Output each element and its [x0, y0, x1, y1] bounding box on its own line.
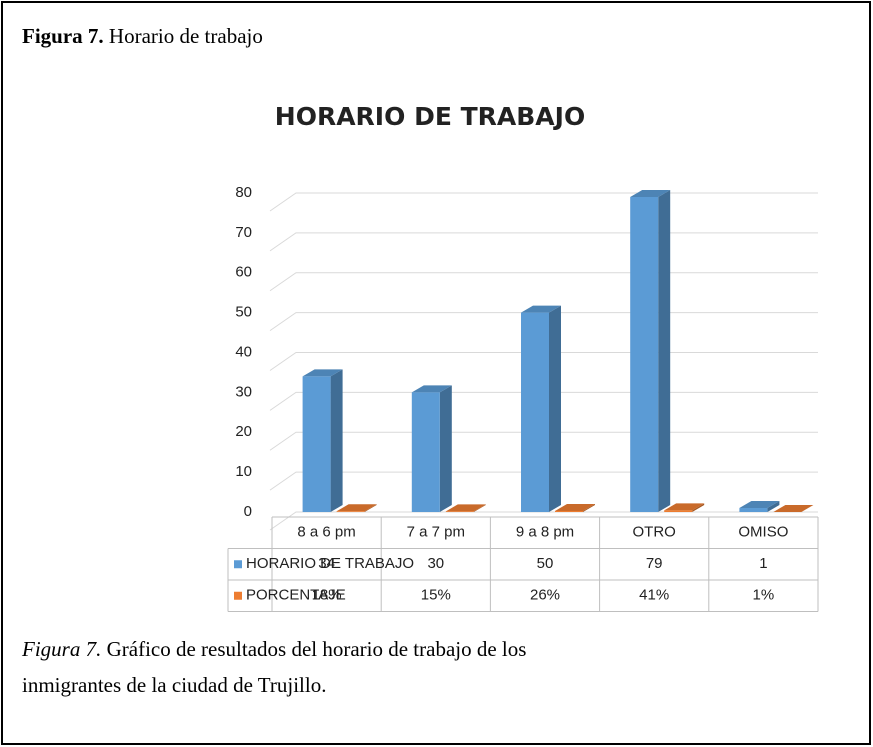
- bar: [664, 503, 705, 512]
- legend-swatch: [234, 591, 242, 600]
- bar: [336, 504, 377, 512]
- bar-front: [664, 510, 693, 512]
- bar-side: [473, 504, 486, 512]
- bar-top: [773, 504, 814, 512]
- bar-side: [439, 385, 452, 512]
- bar-side: [801, 504, 814, 512]
- bar-front: [336, 511, 365, 512]
- bar-side: [767, 501, 780, 512]
- bar-front: [555, 510, 583, 512]
- data-label: 41%: [639, 587, 669, 604]
- data-label: 79: [646, 555, 663, 572]
- bar-front: [302, 376, 331, 512]
- bar-front: [411, 392, 440, 512]
- caption-line: Figura 7. Gráfico de resultados del hora…: [21, 637, 526, 661]
- data-label: 26%: [530, 587, 560, 604]
- caption-label: Figura 7.: [21, 637, 101, 661]
- heading-label: Figura 7.: [22, 24, 104, 48]
- bar-top: [445, 504, 486, 512]
- legend-label: HORARIO DE TRABAJO: [246, 555, 414, 572]
- chart-title: HORARIO DE TRABAJO: [275, 102, 585, 131]
- bar-top: [739, 501, 780, 509]
- bar-side: [364, 504, 377, 512]
- bar: [302, 369, 343, 512]
- bar: [445, 504, 486, 512]
- bar-top: [521, 305, 561, 313]
- y-tick-label: 10: [235, 463, 252, 480]
- bar: [555, 503, 595, 512]
- x-tick-label: OMISO: [738, 524, 788, 541]
- y-tick-label: 30: [235, 383, 252, 400]
- y-tick-label: 40: [235, 343, 252, 360]
- bar: [521, 305, 561, 512]
- data-label: 34: [318, 555, 335, 572]
- heading-text: Horario de trabajo: [109, 24, 263, 48]
- data-label: 30: [427, 555, 444, 572]
- bar-side: [658, 189, 671, 513]
- y-tick-label: 80: [235, 184, 252, 201]
- x-tick-label: 7 a 7 pm: [407, 524, 465, 541]
- bar: [630, 189, 671, 513]
- data-label: 50: [537, 555, 554, 572]
- bar-front: [521, 312, 549, 512]
- y-tick-label: 20: [235, 423, 252, 440]
- x-tick-label: 9 a 8 pm: [516, 524, 574, 541]
- bar-top: [336, 504, 377, 512]
- bar: [739, 501, 780, 512]
- bar-top: [555, 503, 595, 511]
- legend-swatch: [234, 560, 242, 569]
- bar-front: [630, 196, 659, 513]
- bar-top: [302, 369, 343, 377]
- bar-top: [664, 503, 705, 511]
- caption-text: Gráfico de resultados del horario de tra…: [107, 637, 527, 661]
- bar-side: [549, 305, 561, 512]
- bar-side: [692, 503, 705, 512]
- y-tick-label: 50: [235, 304, 252, 321]
- bar-top: [630, 189, 671, 197]
- bar-front: [739, 508, 768, 512]
- y-tick-label: 70: [235, 224, 252, 241]
- figure-heading: Figura 7. Horario de trabajo: [22, 24, 263, 48]
- x-tick-label: 8 a 6 pm: [297, 524, 355, 541]
- bar-top: [411, 385, 452, 393]
- y-tick-label: 60: [235, 264, 252, 281]
- bar-front: [445, 511, 474, 512]
- caption-line: inmigrantes de la ciudad de Trujillo.: [22, 673, 326, 697]
- bar-side: [330, 369, 343, 512]
- bar-side: [583, 503, 595, 512]
- y-tick-label: 0: [244, 503, 252, 520]
- data-label: 18%: [312, 587, 342, 604]
- data-label: 1: [759, 555, 767, 572]
- legend-label: PORCENTAJE: [246, 587, 346, 604]
- bar: [773, 504, 814, 512]
- bar: [411, 385, 452, 512]
- data-label: 15%: [421, 587, 451, 604]
- data-label: 1%: [753, 587, 775, 604]
- x-tick-label: OTRO: [633, 524, 676, 541]
